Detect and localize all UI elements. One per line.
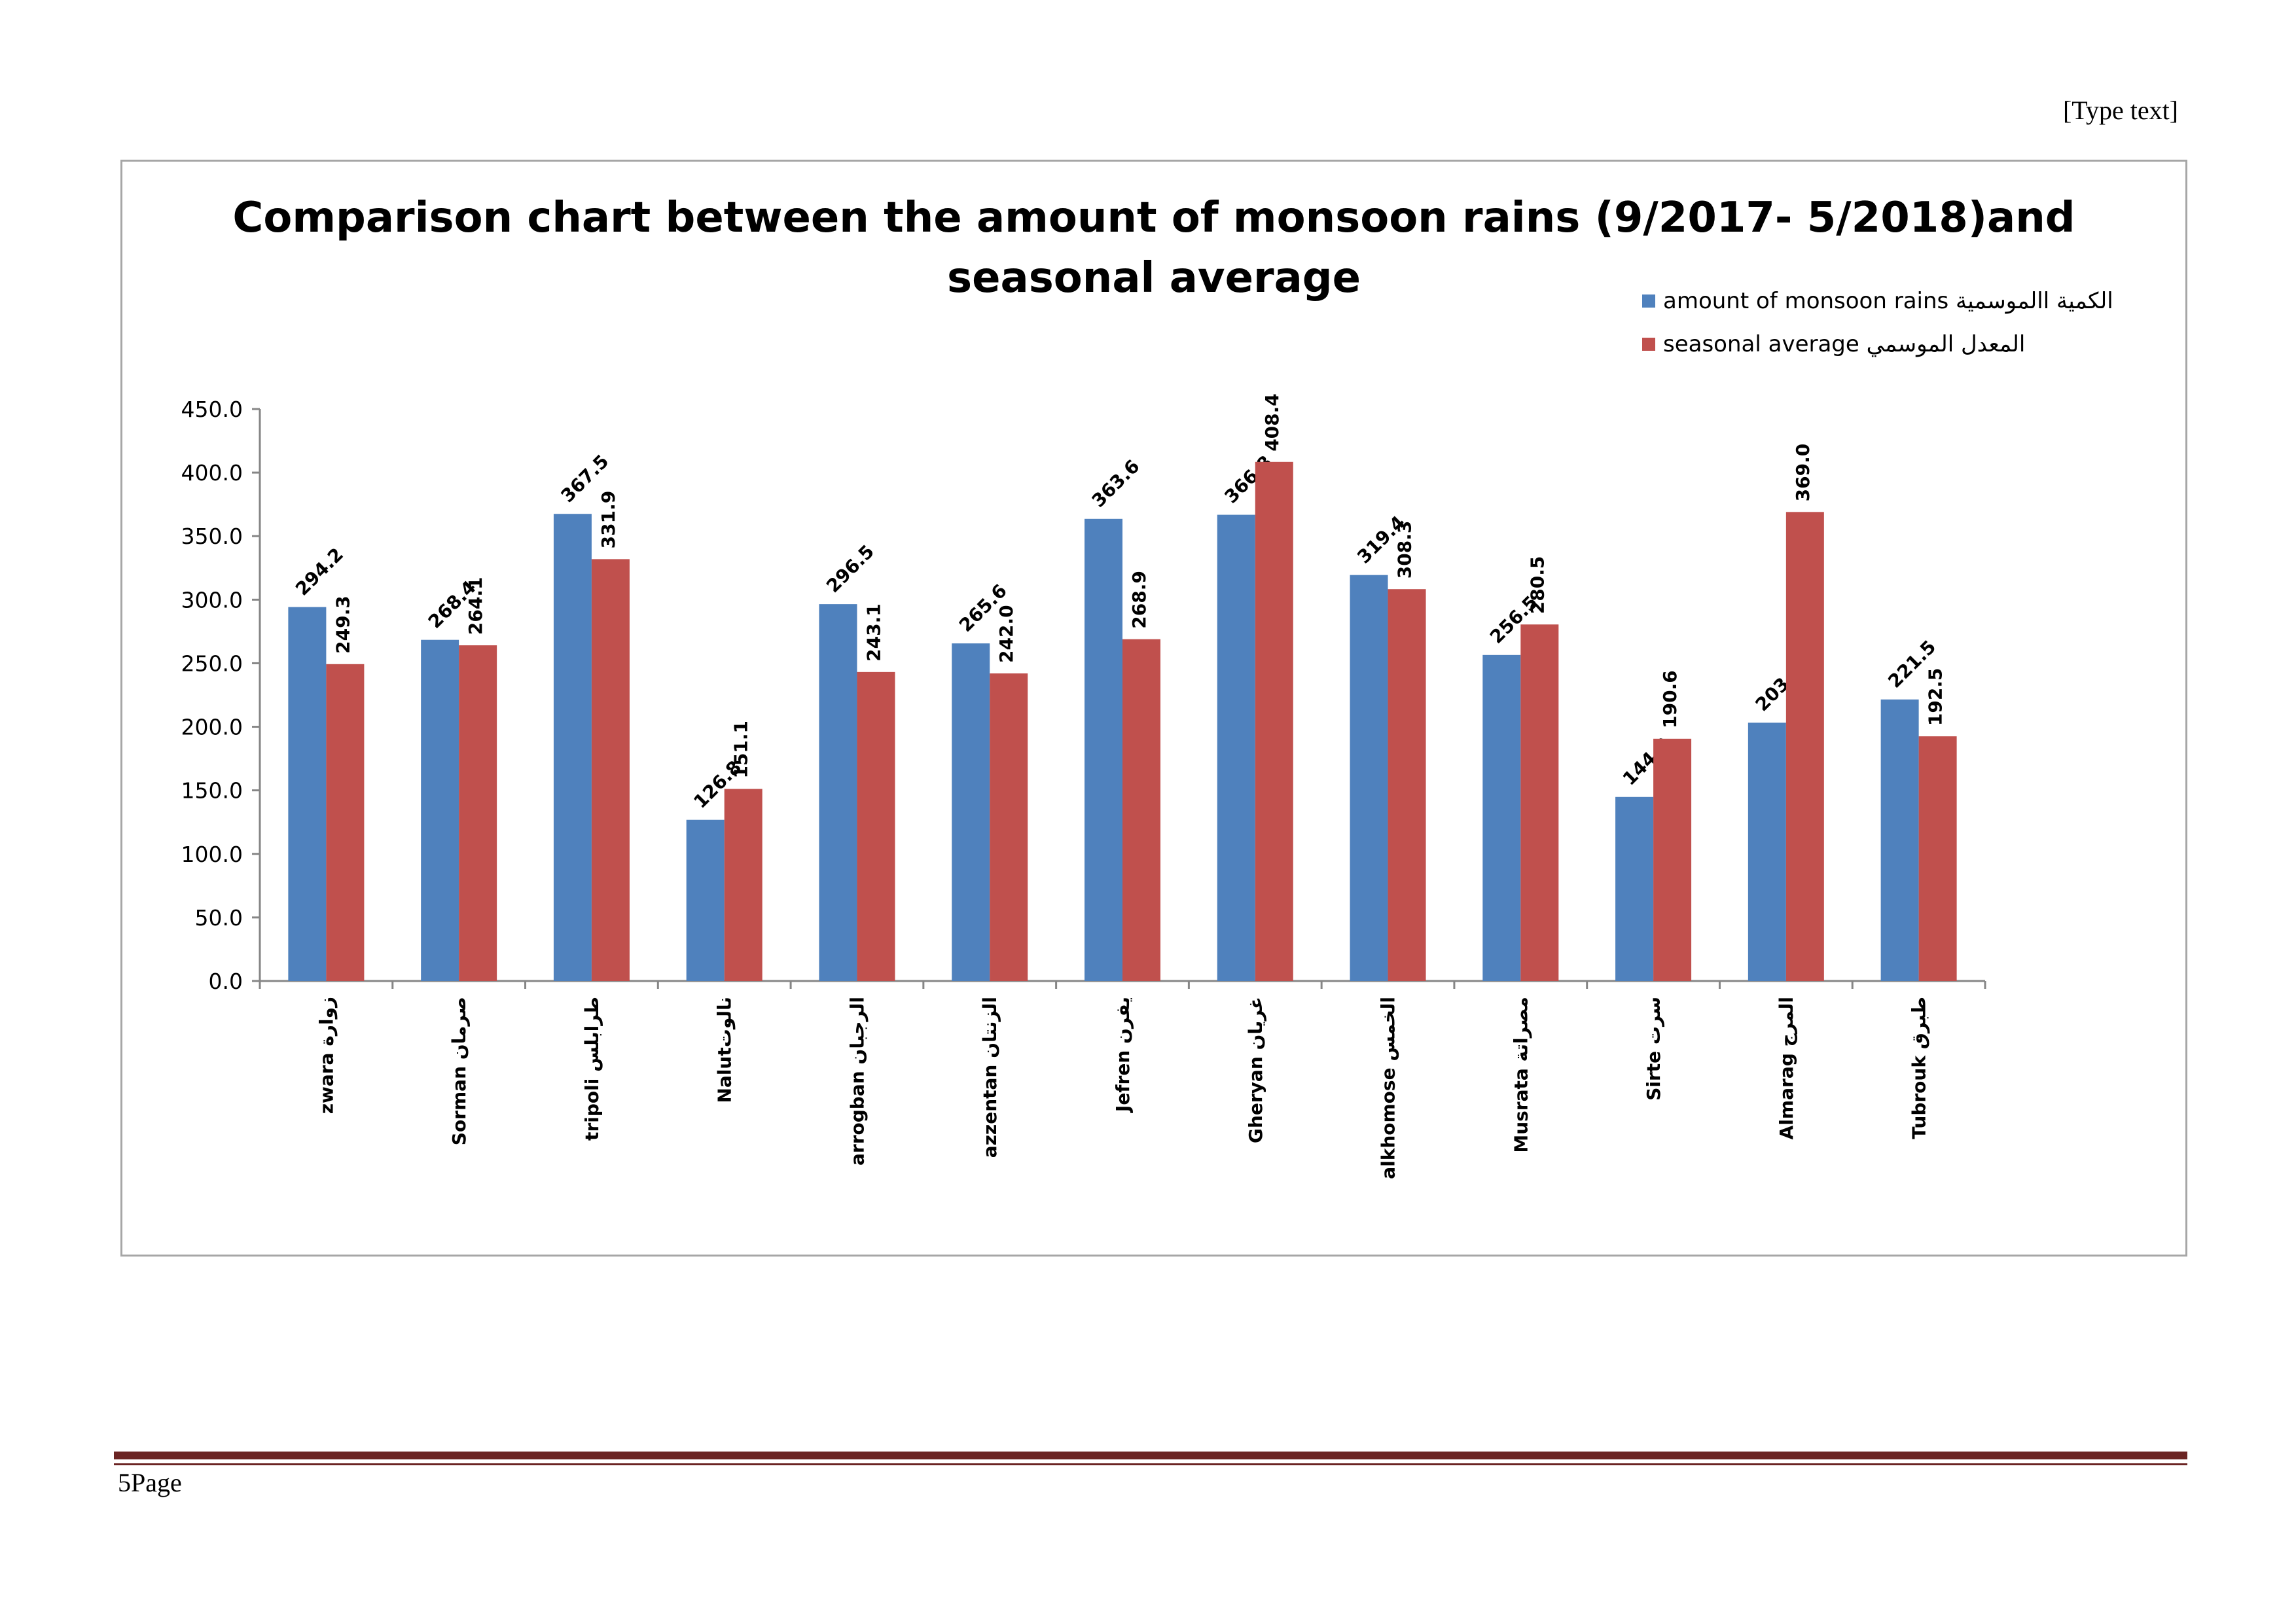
bar-series-1 [553,514,592,981]
legend-item-series-1: amount of monsoon rains الكمية االموسمية [1642,279,2113,323]
bar-series-2 [1122,639,1160,981]
category-label: Gheryan غريان [1245,997,1266,1143]
bar-series-1 [1482,654,1521,981]
bar-series-1 [1217,514,1255,981]
legend-label-series-1: amount of monsoon rains الكمية االموسمية [1663,288,2113,314]
category-label: Jefren يفرن [1112,997,1134,1113]
data-label-series-2: 243.1 [863,603,884,662]
category-label: alkhomose الخمس [1378,997,1399,1179]
footer-rule-thin [114,1463,2187,1465]
bar-series-2 [1255,461,1293,981]
legend-swatch-series-2 [1642,338,1655,351]
legend-item-series-2: seasonal average المعدل الموسمي [1642,323,2113,366]
bar-series-1 [686,819,725,981]
data-label-series-2: 369.0 [1792,444,1814,502]
bar-series-2 [1653,738,1692,981]
chart-title-line-1: Comparison chart between the amount of m… [232,194,2075,242]
bar-series-2 [1785,512,1824,981]
data-label-series-2: 280.5 [1526,556,1548,615]
category-label: Sirte سرت [1643,997,1664,1101]
footer-rule [114,1452,2187,1459]
data-label-series-2: 151.1 [730,721,752,779]
category-label: azzentan الزنتان [979,997,1001,1158]
data-label-series-2: 264.1 [465,577,486,635]
bar-series-1 [1880,699,1919,981]
category-label: tripoli طرابلس [581,997,603,1141]
page-number: 5Page [118,1468,182,1497]
bar-series-1 [1615,796,1654,981]
chart-area: Comparison chart between the amount of m… [120,160,2187,1257]
legend-swatch-series-1 [1642,294,1655,308]
bar-series-2 [990,673,1028,981]
bar-series-2 [459,645,497,981]
bar-chart: 0.0 50.0 100.0 150.0 200.0 250.0 300.0 350.0 400… [181,393,1986,1179]
data-label-series-2: 268.9 [1128,571,1150,629]
bar-series-1 [1350,575,1388,981]
category-label: Musrata مصراتة [1510,997,1532,1153]
y-tick-label: 450.0 [181,397,243,422]
y-tick-label: 400.0 [181,460,243,486]
y-tick-label: 100.0 [181,842,243,867]
y-tick-label: 300.0 [181,587,243,613]
data-label-series-2: 242.0 [996,605,1017,663]
bar-series-2 [857,671,895,981]
legend-label-series-2: seasonal average المعدل الموسمي [1663,331,2026,357]
y-tick-label: 350.0 [181,524,243,549]
category-label: arrogban الرجبان [846,997,868,1166]
category-label: zwara زوارة [315,997,337,1114]
bar-series-2 [724,789,762,981]
data-label-series-1: 296.5 [822,541,878,597]
bar-series-2 [1388,589,1426,981]
y-tick-label: 50.0 [195,905,243,931]
data-label-series-2: 192.5 [1925,668,1946,726]
y-tick-label: 250.0 [181,651,243,676]
category-label: Almarag المرج [1776,997,1798,1139]
bar-series-1 [819,604,857,981]
data-label-series-2: 408.4 [1261,393,1283,452]
bar-series-1 [421,639,459,981]
data-label-series-2: 308.3 [1394,521,1416,579]
y-tick-label: 200.0 [181,715,243,740]
bar-series-2 [591,559,630,981]
data-label-series-1: 294.2 [291,544,348,600]
data-label-series-2: 190.6 [1659,670,1681,728]
chart-title: Comparison chart between the amount of m… [122,188,2185,308]
data-label-series-2: 331.9 [598,491,619,549]
bar-series-1 [1748,722,1786,981]
category-label: Tubrouk طبرق [1909,997,1930,1139]
bar-series-1 [1085,518,1122,981]
bar-series-1 [288,607,327,981]
bar-series-2 [1918,736,1957,981]
page-header-text: [Type text] [2062,96,2178,125]
data-label-series-2: 249.3 [332,596,353,654]
bar-series-2 [1520,624,1559,981]
bar-series-2 [326,664,365,981]
category-label: Nalutنالوت [714,997,736,1103]
data-label-series-1: 363.6 [1088,455,1144,512]
chart-legend: amount of monsoon rains الكمية االموسمية… [1642,279,2113,366]
y-tick-label: 150.0 [181,778,243,804]
y-tick-label: 0.0 [209,969,243,994]
bar-series-1 [952,643,990,981]
category-label: Sorman صرمان [448,997,470,1145]
chart-title-line-2: seasonal average [947,254,1361,302]
